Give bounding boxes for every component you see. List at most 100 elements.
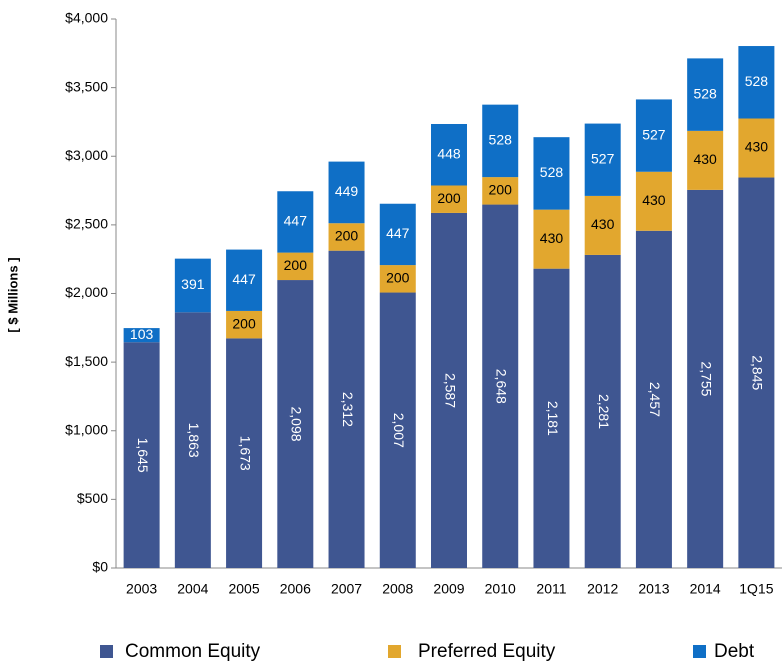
data-label: 200 bbox=[489, 182, 513, 198]
data-label: 527 bbox=[642, 126, 666, 142]
bar-segment bbox=[277, 191, 314, 253]
bar-segment bbox=[379, 292, 416, 568]
data-label: 448 bbox=[437, 145, 461, 161]
bar-segment bbox=[226, 249, 263, 311]
bar-segment bbox=[482, 204, 519, 568]
data-label: 430 bbox=[745, 139, 769, 155]
bar-segment bbox=[584, 254, 621, 569]
data-label: 430 bbox=[693, 151, 717, 167]
bar-segment bbox=[687, 58, 724, 131]
data-label: 2,007 bbox=[391, 413, 407, 448]
data-label: 2,098 bbox=[289, 407, 305, 442]
data-label: 430 bbox=[591, 216, 615, 232]
bar-segment bbox=[635, 230, 672, 569]
data-label: 200 bbox=[386, 270, 410, 286]
data-label: 200 bbox=[335, 228, 359, 244]
x-tick-label: 2003 bbox=[126, 581, 157, 597]
bar-segment bbox=[533, 209, 570, 269]
y-tick-label: $1,000 bbox=[65, 421, 108, 437]
bar-segment bbox=[482, 177, 519, 205]
legend-label: Preferred Equity bbox=[418, 641, 556, 662]
bar-segment bbox=[687, 130, 724, 190]
data-label: 1,673 bbox=[237, 436, 253, 471]
data-label: 1,863 bbox=[186, 423, 202, 458]
x-tick-label: 2009 bbox=[433, 581, 464, 597]
x-tick-label: 2011 bbox=[536, 581, 566, 597]
bar-segment bbox=[533, 137, 570, 210]
x-tick-label: 2006 bbox=[280, 581, 311, 597]
y-axis-label: [ $ Millions ] bbox=[5, 257, 20, 332]
legend-swatch bbox=[693, 645, 706, 658]
data-label: 2,281 bbox=[596, 394, 612, 429]
x-tick-label: 2004 bbox=[177, 581, 208, 597]
data-label: 103 bbox=[130, 326, 154, 342]
x-tick-label: 2012 bbox=[587, 581, 618, 597]
bar-segment bbox=[738, 46, 775, 119]
bar-segment bbox=[635, 99, 672, 172]
bar-segment bbox=[277, 280, 314, 568]
x-tick-label: 2008 bbox=[382, 581, 413, 597]
y-tick-label: $2,000 bbox=[65, 284, 108, 300]
bar-segment bbox=[123, 328, 160, 343]
bar-segment bbox=[226, 310, 263, 339]
data-label: 527 bbox=[591, 150, 615, 166]
legend-swatch bbox=[100, 645, 113, 658]
bar-segment bbox=[431, 212, 467, 568]
data-label: 430 bbox=[540, 230, 564, 246]
bar-segment bbox=[431, 185, 467, 213]
bar-segment bbox=[431, 123, 467, 186]
y-tick-label: $500 bbox=[77, 490, 108, 506]
bar-segment bbox=[379, 203, 416, 266]
data-label: 2,457 bbox=[647, 382, 663, 417]
y-tick-label: $4,000 bbox=[65, 10, 108, 26]
data-label: 2,181 bbox=[545, 401, 561, 436]
data-label: 391 bbox=[181, 276, 205, 292]
data-label: 200 bbox=[232, 315, 256, 331]
data-label: 2,755 bbox=[698, 361, 714, 396]
y-tick-label: $3,500 bbox=[65, 78, 108, 94]
data-label: 528 bbox=[540, 164, 564, 180]
y-tick-label: $2,500 bbox=[65, 216, 108, 232]
data-label: 2,312 bbox=[340, 392, 356, 427]
bar-segment bbox=[328, 250, 365, 569]
data-label: 449 bbox=[335, 183, 359, 199]
bar-segment bbox=[533, 268, 570, 568]
data-label: 528 bbox=[745, 73, 769, 89]
legend-label: Common Equity bbox=[125, 641, 261, 662]
data-label: 200 bbox=[284, 257, 308, 273]
x-tick-label: 2014 bbox=[690, 581, 721, 597]
y-tick-label: $3,000 bbox=[65, 147, 108, 163]
bar-segment bbox=[687, 189, 724, 568]
y-tick-label: $1,500 bbox=[65, 353, 108, 369]
data-label: 200 bbox=[437, 190, 461, 206]
bar-segment bbox=[174, 258, 211, 313]
bar-segment bbox=[379, 265, 416, 293]
bar-segment bbox=[328, 161, 365, 224]
data-label: 447 bbox=[386, 225, 410, 241]
bar-segment bbox=[482, 104, 519, 178]
bar-segment bbox=[738, 177, 775, 568]
bar-segment bbox=[584, 123, 621, 196]
legend-swatch bbox=[388, 645, 401, 658]
data-label: 1,645 bbox=[135, 438, 151, 473]
bar-segment bbox=[226, 338, 263, 568]
x-tick-label: 1Q15 bbox=[739, 581, 773, 597]
data-label: 2,845 bbox=[750, 355, 766, 390]
bar-segment bbox=[277, 252, 314, 281]
bar-segment bbox=[123, 342, 160, 568]
data-label: 430 bbox=[642, 192, 666, 208]
bar-segment bbox=[635, 171, 672, 231]
bar-segment bbox=[174, 312, 211, 568]
legend-label: Debt bbox=[714, 641, 755, 662]
data-label: 528 bbox=[489, 132, 513, 148]
data-label: 2,587 bbox=[442, 373, 458, 408]
data-label: 447 bbox=[284, 213, 308, 229]
bar-segment bbox=[584, 195, 621, 255]
x-tick-label: 2005 bbox=[228, 581, 259, 597]
data-label: 528 bbox=[693, 85, 717, 101]
bar-segment bbox=[738, 118, 775, 178]
x-tick-label: 2010 bbox=[485, 581, 516, 597]
data-label: 2,648 bbox=[494, 369, 510, 404]
data-label: 447 bbox=[232, 271, 256, 287]
